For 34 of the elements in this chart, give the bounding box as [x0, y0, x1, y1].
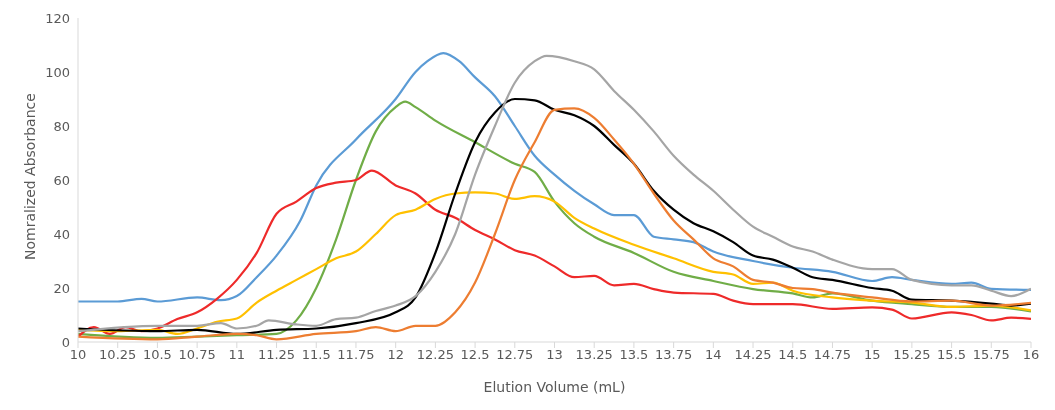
- x-tick-label: 13.75: [655, 347, 693, 363]
- x-tick-label: 10.25: [99, 347, 137, 363]
- x-tick-label: 14.25: [734, 347, 772, 363]
- y-tick-label: 20: [53, 280, 70, 296]
- x-tick-label: 15.5: [937, 347, 967, 363]
- x-tick-label: 15.75: [972, 347, 1010, 363]
- y-tick-label: 120: [45, 10, 70, 26]
- x-tick-label: 14.75: [813, 347, 852, 363]
- x-tick-label: 13.25: [575, 347, 613, 363]
- x-tick-label: 12: [387, 347, 404, 363]
- x-axis-title: Elution Volume (mL): [483, 379, 626, 395]
- x-tick-label: 10.75: [178, 347, 216, 363]
- x-tick-label: 13: [546, 347, 563, 363]
- x-tick-label: 12.5: [460, 347, 490, 363]
- x-tick-label: 15: [863, 347, 881, 363]
- x-tick-label: 11.75: [337, 347, 375, 363]
- y-axis-title: Nomralized Absorbance: [21, 93, 38, 260]
- x-tick-label: 11.25: [257, 347, 296, 363]
- x-tick-label: 16: [1022, 347, 1040, 363]
- x-tick-label: 14: [705, 347, 722, 363]
- y-tick-label: 40: [53, 226, 70, 242]
- x-tick-label: 13.5: [619, 347, 649, 363]
- y-tick-label: 80: [53, 118, 70, 134]
- x-tick-label: 14.5: [778, 347, 808, 363]
- y-tick-label: 60: [53, 172, 70, 188]
- x-tick-label: 12.25: [416, 347, 454, 363]
- x-tick-label: 11.5: [301, 347, 331, 363]
- x-tick-label: 10.5: [142, 347, 172, 363]
- y-tick-label: 0: [61, 334, 70, 350]
- x-tick-label: 11: [228, 347, 246, 363]
- x-tick-label: 15.25: [893, 347, 931, 363]
- x-tick-label: 12.75: [496, 347, 534, 363]
- y-tick-label: 100: [45, 64, 70, 80]
- x-tick-label: 10: [69, 347, 87, 363]
